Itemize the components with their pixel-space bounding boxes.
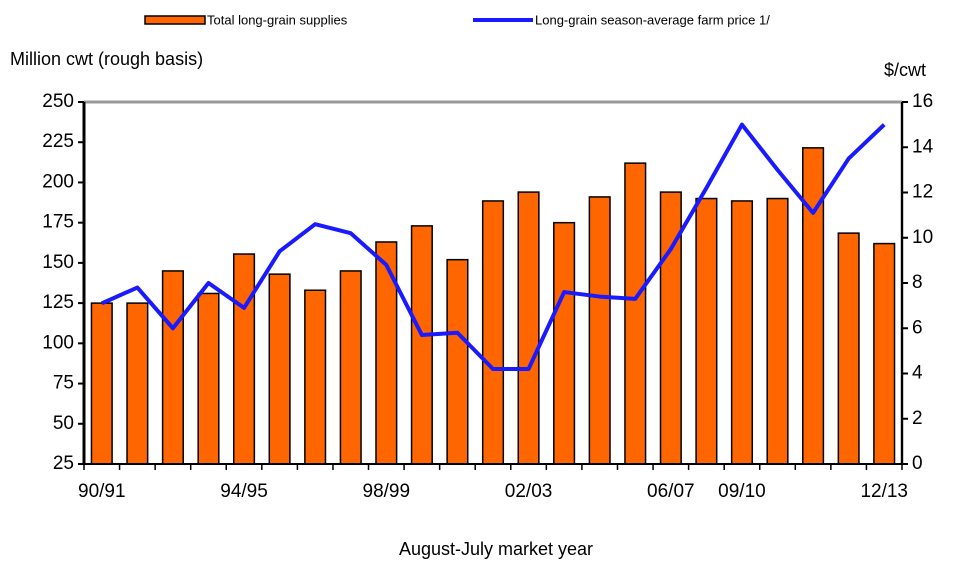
bar xyxy=(446,258,469,465)
bar xyxy=(481,200,505,465)
y-tick-label: 50 xyxy=(53,413,74,434)
bar xyxy=(90,302,113,465)
legend-label: Total long-grain supplies xyxy=(207,12,348,27)
bar xyxy=(837,232,860,465)
y2-tick-label: 10 xyxy=(912,227,933,248)
y2-tick-label: 4 xyxy=(912,363,923,384)
bar xyxy=(588,196,611,465)
y-tick-label: 25 xyxy=(53,453,74,474)
price-line xyxy=(100,122,886,371)
y-tick-label: 200 xyxy=(42,171,74,192)
x-tick-label: 02/03 xyxy=(505,481,553,502)
y2-tick-label: 16 xyxy=(912,91,933,112)
bar xyxy=(304,289,327,465)
y-tick-label: 225 xyxy=(42,131,74,152)
legend-label: Long-grain season-average farm price 1/ xyxy=(535,12,770,27)
y2-tick-label: 6 xyxy=(912,317,923,338)
bar xyxy=(517,191,540,465)
y-axis-title: Million cwt (rough basis) xyxy=(10,49,203,69)
x-tick-label: 94/95 xyxy=(220,481,268,502)
x-axis-title: August-July market year xyxy=(399,539,593,559)
bar xyxy=(695,197,718,465)
y2-axis-title: $/cwt xyxy=(884,60,926,80)
bar xyxy=(339,270,362,465)
bar xyxy=(553,221,576,465)
y-tick-label: 250 xyxy=(42,91,74,112)
y2-tick-label: 0 xyxy=(912,453,923,474)
x-tick-label: 06/07 xyxy=(647,481,695,502)
bar xyxy=(802,147,825,465)
x-tick-label: 98/99 xyxy=(363,481,411,502)
bar xyxy=(873,242,896,465)
y-tick-label: 125 xyxy=(42,292,74,313)
y-tick-label: 175 xyxy=(42,212,74,233)
y2-tick-label: 2 xyxy=(912,408,923,429)
bar xyxy=(624,162,647,465)
legend-swatch xyxy=(144,15,206,25)
bar xyxy=(197,292,220,465)
bar xyxy=(161,270,184,465)
y-tick-label: 100 xyxy=(42,332,74,353)
bar xyxy=(766,197,789,465)
bar xyxy=(268,273,291,465)
x-tick-label: 90/91 xyxy=(78,481,126,502)
bar xyxy=(126,302,149,465)
y2-tick-label: 8 xyxy=(912,272,923,293)
x-tick-label: 09/10 xyxy=(718,481,766,502)
bar xyxy=(730,200,754,465)
bar xyxy=(410,225,433,465)
x-tick-label: 12/13 xyxy=(860,481,908,502)
y2-tick-label: 14 xyxy=(912,136,934,157)
y2-tick-label: 12 xyxy=(912,182,933,203)
y-tick-label: 75 xyxy=(53,373,74,394)
bar xyxy=(232,253,256,465)
y-tick-label: 150 xyxy=(42,252,74,273)
